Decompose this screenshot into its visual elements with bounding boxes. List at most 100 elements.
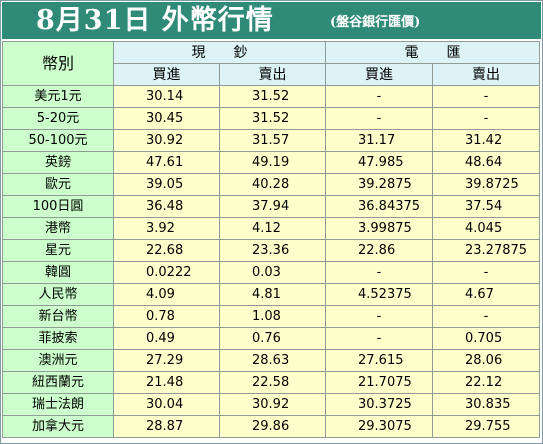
currency-name: 5-20元 <box>2 107 114 130</box>
cash-buy-value: 22.68 <box>113 239 220 262</box>
cash-sell-value: 22.58 <box>219 371 326 394</box>
table-row: 澳洲元 27.29 28.63 27.615 28.06 <box>2 349 540 372</box>
table-row: 新台幣 0.78 1.08- - <box>2 305 540 328</box>
cash-sell-value: 4.12 <box>219 217 326 240</box>
tt-buy-value: 30.3725 <box>325 393 433 416</box>
tt-sell-value: 4.045 <box>432 217 540 240</box>
currency-name: 加拿大元 <box>2 415 114 438</box>
tt-sell-value: 23.27875 <box>432 239 540 262</box>
source-note: (盤谷銀行匯價) <box>330 15 421 30</box>
tt-buy-value: 22.86 <box>325 239 433 262</box>
tt-buy-value: - <box>325 107 433 130</box>
table-row: 菲披索 0.49 0.76-0.705 <box>2 327 540 350</box>
table-row: 星元 22.68 23.36 22.86 23.27875 <box>2 239 540 262</box>
cash-sell-value: 0.76 <box>219 327 326 350</box>
tt-buy-header: 買進 <box>325 63 433 86</box>
cash-buy-value: 0.0222 <box>113 261 220 284</box>
currency-name: 紐西蘭元 <box>2 371 114 394</box>
cash-sell-value: 1.08 <box>219 305 326 328</box>
cash-buy-value: 3.92 <box>113 217 220 240</box>
tt-buy-value: - <box>325 327 433 350</box>
title-bar: 8月31日 外幣行情 (盤谷銀行匯價) <box>2 2 541 39</box>
currency-name: 星元 <box>2 239 114 262</box>
table-row: 港幣 3.92 4.12 3.99875 4.045 <box>2 217 540 240</box>
cash-buy-value: 30.04 <box>113 393 220 416</box>
tt-sell-value: - <box>432 305 540 328</box>
cash-sell-value: 30.92 <box>219 393 326 416</box>
currency-name: 韓圓 <box>2 261 114 284</box>
tt-buy-value: - <box>325 305 433 328</box>
tt-sell-value: 39.8725 <box>432 173 540 196</box>
table-row: 加拿大元 28.87 29.86 29.3075 29.755 <box>2 415 540 438</box>
table-row: 瑞士法朗 30.04 30.92 30.3725 30.835 <box>2 393 540 416</box>
currency-name: 人民幣 <box>2 283 114 306</box>
tt-sell-value: 4.67 <box>432 283 540 306</box>
currency-name: 菲披索 <box>2 327 114 350</box>
cash-group-header: 現 鈔 <box>113 41 326 64</box>
header-row-sub: 買進 賣出 買進 賣出 <box>3 63 540 86</box>
table-row: 50-100元 30.92 31.57 31.17 31.42 <box>2 129 540 152</box>
tt-sell-header: 賣出 <box>432 63 540 86</box>
cash-sell-value: 40.28 <box>219 173 326 196</box>
table-row: 5-20元 30.45 31.52- - <box>2 107 540 130</box>
table-row: 韓圓 0.0222 0.03- - <box>2 261 540 284</box>
tt-sell-value: - <box>432 85 540 108</box>
currency-column-header: 幣別 <box>2 41 114 86</box>
cash-sell-value: 31.52 <box>219 85 326 108</box>
cash-sell-header: 賣出 <box>219 63 326 86</box>
tt-buy-value: 4.52375 <box>325 283 433 306</box>
cash-buy-value: 30.14 <box>113 85 220 108</box>
table-row: 紐西蘭元 21.48 22.58 21.7075 22.12 <box>2 371 540 394</box>
cash-sell-value: 4.81 <box>219 283 326 306</box>
currency-name: 瑞士法朗 <box>2 393 114 416</box>
table-row: 美元1元 30.14 31.52- - <box>2 85 540 108</box>
cash-buy-value: 36.48 <box>113 195 220 218</box>
cash-buy-value: 0.78 <box>113 305 220 328</box>
tt-buy-value: - <box>325 261 433 284</box>
currency-name: 澳洲元 <box>2 349 114 372</box>
tt-sell-value: - <box>432 261 540 284</box>
tt-sell-value: 37.54 <box>432 195 540 218</box>
cash-buy-value: 28.87 <box>113 415 220 438</box>
cash-buy-value: 30.92 <box>113 129 220 152</box>
cash-buy-value: 47.61 <box>113 151 220 174</box>
currency-name: 50-100元 <box>2 129 114 152</box>
cash-sell-value: 49.19 <box>219 151 326 174</box>
cash-buy-value: 21.48 <box>113 371 220 394</box>
tt-buy-value: 39.2875 <box>325 173 433 196</box>
cash-buy-value: 4.09 <box>113 283 220 306</box>
tt-buy-value: 3.99875 <box>325 217 433 240</box>
currency-name: 100日圓 <box>2 195 114 218</box>
cash-buy-value: 30.45 <box>113 107 220 130</box>
tt-buy-value: 21.7075 <box>325 371 433 394</box>
currency-name: 歐元 <box>2 173 114 196</box>
tt-sell-value: - <box>432 107 540 130</box>
tt-sell-value: 0.705 <box>432 327 540 350</box>
table-row: 歐元 39.05 40.28 39.2875 39.8725 <box>2 173 540 196</box>
header-row-groups: 幣別 現 鈔 電 匯 <box>2 41 540 86</box>
tt-buy-value: 29.3075 <box>325 415 433 438</box>
currency-name: 新台幣 <box>2 305 114 328</box>
cash-buy-value: 39.05 <box>113 173 220 196</box>
tt-sell-value: 29.755 <box>432 415 540 438</box>
tt-buy-value: 36.84375 <box>325 195 433 218</box>
table-row: 100日圓 36.48 37.94 36.84375 37.54 <box>2 195 540 218</box>
page-title: 8月31日 外幣行情 <box>36 5 274 36</box>
cash-sell-value: 0.03 <box>219 261 326 284</box>
currency-name: 英鎊 <box>2 151 114 174</box>
tt-sell-value: 22.12 <box>432 371 540 394</box>
tt-sell-value: 48.64 <box>432 151 540 174</box>
cash-sell-value: 31.52 <box>219 107 326 130</box>
tt-sell-value: 31.42 <box>432 129 540 152</box>
cash-buy-value: 0.49 <box>113 327 220 350</box>
rates-body: 美元1元 30.14 31.52- -5-20元 30.45 31.52- -50-100元… <box>2 85 540 438</box>
tt-buy-value: 47.985 <box>325 151 433 174</box>
telegraphic-group-header: 電 匯 <box>325 41 540 64</box>
rates-table: 幣別 現 鈔 電 匯 買進 賣出 買進 賣出 美元1元 30.14 31.52- -5… <box>2 41 540 438</box>
cash-buy-header: 買進 <box>113 63 220 86</box>
tt-buy-value: 27.615 <box>325 349 433 372</box>
cash-sell-value: 31.57 <box>219 129 326 152</box>
currency-name: 港幣 <box>2 217 114 240</box>
cash-sell-value: 29.86 <box>219 415 326 438</box>
